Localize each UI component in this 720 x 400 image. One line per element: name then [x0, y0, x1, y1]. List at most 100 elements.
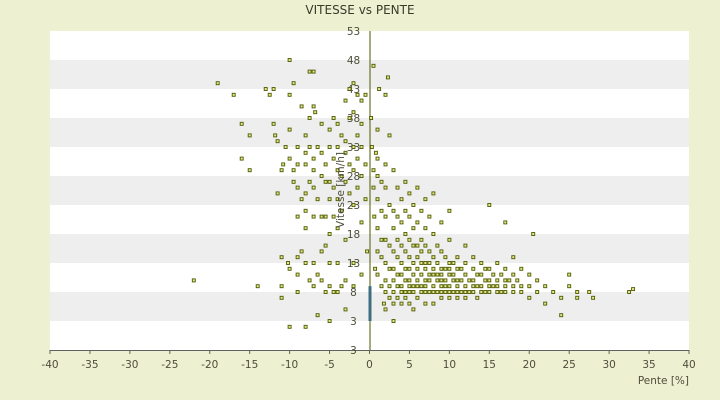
data-point: [447, 295, 452, 300]
data-point: [363, 162, 368, 167]
data-point: [339, 133, 344, 138]
data-point: [359, 220, 364, 225]
data-point: [419, 272, 424, 277]
data-point: [327, 232, 332, 236]
data-point: [343, 139, 348, 144]
data-point: [359, 145, 364, 149]
data-point: [451, 272, 456, 277]
x-tick-labels: -40 -35 -30 -25 -20 -15 -10 -5 0 5 10 15 20 25 30 35 40: [41, 350, 696, 371]
data-point: [459, 278, 464, 283]
data-point: [427, 272, 432, 277]
x-tick-label: 35: [642, 359, 655, 371]
data-point: [459, 290, 464, 294]
data-point: [559, 295, 564, 300]
data-point: [559, 313, 564, 318]
data-point: [567, 284, 572, 289]
data-point: [303, 162, 308, 167]
data-point: [379, 179, 384, 184]
data-point: [355, 133, 360, 138]
data-point: [439, 266, 444, 271]
data-point: [295, 162, 300, 167]
data-point: [347, 116, 352, 120]
data-point: [369, 116, 374, 120]
data-point: [303, 226, 308, 231]
data-point: [455, 295, 460, 300]
x-tick-label: 15: [483, 359, 496, 371]
data-point: [303, 261, 308, 265]
data-point: [311, 104, 316, 109]
data-point: [379, 284, 384, 289]
data-point: [279, 295, 284, 300]
data-point: [311, 261, 316, 265]
data-point: [419, 261, 424, 265]
data-point: [423, 266, 428, 271]
data-point: [511, 255, 516, 260]
data-point: [415, 255, 420, 260]
data-point: [315, 272, 320, 277]
data-point: [399, 290, 404, 294]
data-point: [411, 261, 416, 265]
data-point: [543, 284, 548, 289]
data-point: [591, 295, 596, 300]
data-point: [403, 295, 408, 300]
data-point: [339, 174, 344, 178]
data-point: [439, 284, 444, 289]
data-point: [311, 168, 316, 173]
data-point: [313, 110, 318, 115]
data-point: [339, 284, 344, 289]
data-point: [375, 272, 380, 277]
x-tick-label: -25: [161, 359, 178, 371]
data-point: [567, 272, 572, 277]
data-point: [463, 284, 468, 289]
data-point: [295, 255, 300, 260]
data-point: [387, 133, 392, 138]
data-point: [335, 290, 340, 294]
data-point: [351, 284, 356, 289]
data-point: [487, 284, 492, 289]
data-point: [373, 266, 378, 271]
data-point: [359, 174, 364, 178]
data-point: [343, 150, 348, 155]
data-point: [383, 162, 388, 167]
data-point: [273, 133, 278, 138]
data-point: [471, 255, 476, 260]
x-tick-label: -5: [324, 359, 334, 371]
data-point: [423, 226, 428, 231]
data-points: [191, 58, 636, 329]
data-point: [411, 307, 416, 312]
data-point: [365, 249, 370, 254]
data-point: [379, 208, 384, 213]
data-point: [315, 313, 320, 318]
data-point: [303, 324, 308, 329]
data-point: [343, 278, 348, 283]
data-point: [391, 290, 396, 294]
data-point: [239, 121, 244, 126]
data-point: [455, 290, 460, 294]
data-point: [443, 266, 448, 271]
data-point: [307, 145, 312, 149]
y-tick-label: 18: [347, 229, 360, 241]
data-point: [535, 278, 540, 283]
y-tick-label: 38: [347, 113, 360, 125]
data-point: [415, 266, 420, 271]
data-point: [407, 237, 412, 242]
data-point: [383, 278, 388, 283]
data-point: [307, 278, 312, 283]
data-point: [319, 174, 324, 178]
data-point: [303, 133, 308, 138]
y-tick-label: 48: [347, 55, 360, 67]
data-point: [335, 145, 340, 149]
data-point: [443, 284, 448, 289]
data-point: [403, 208, 408, 213]
data-point: [399, 197, 404, 202]
data-point: [291, 168, 296, 173]
x-tick-label: -40: [41, 359, 58, 371]
data-point: [467, 290, 472, 294]
data-point: [347, 87, 352, 91]
data-point: [439, 295, 444, 300]
data-point: [447, 208, 452, 213]
data-point: [475, 295, 480, 300]
data-point: [483, 266, 488, 271]
data-point: [347, 162, 352, 167]
data-point: [331, 214, 336, 219]
